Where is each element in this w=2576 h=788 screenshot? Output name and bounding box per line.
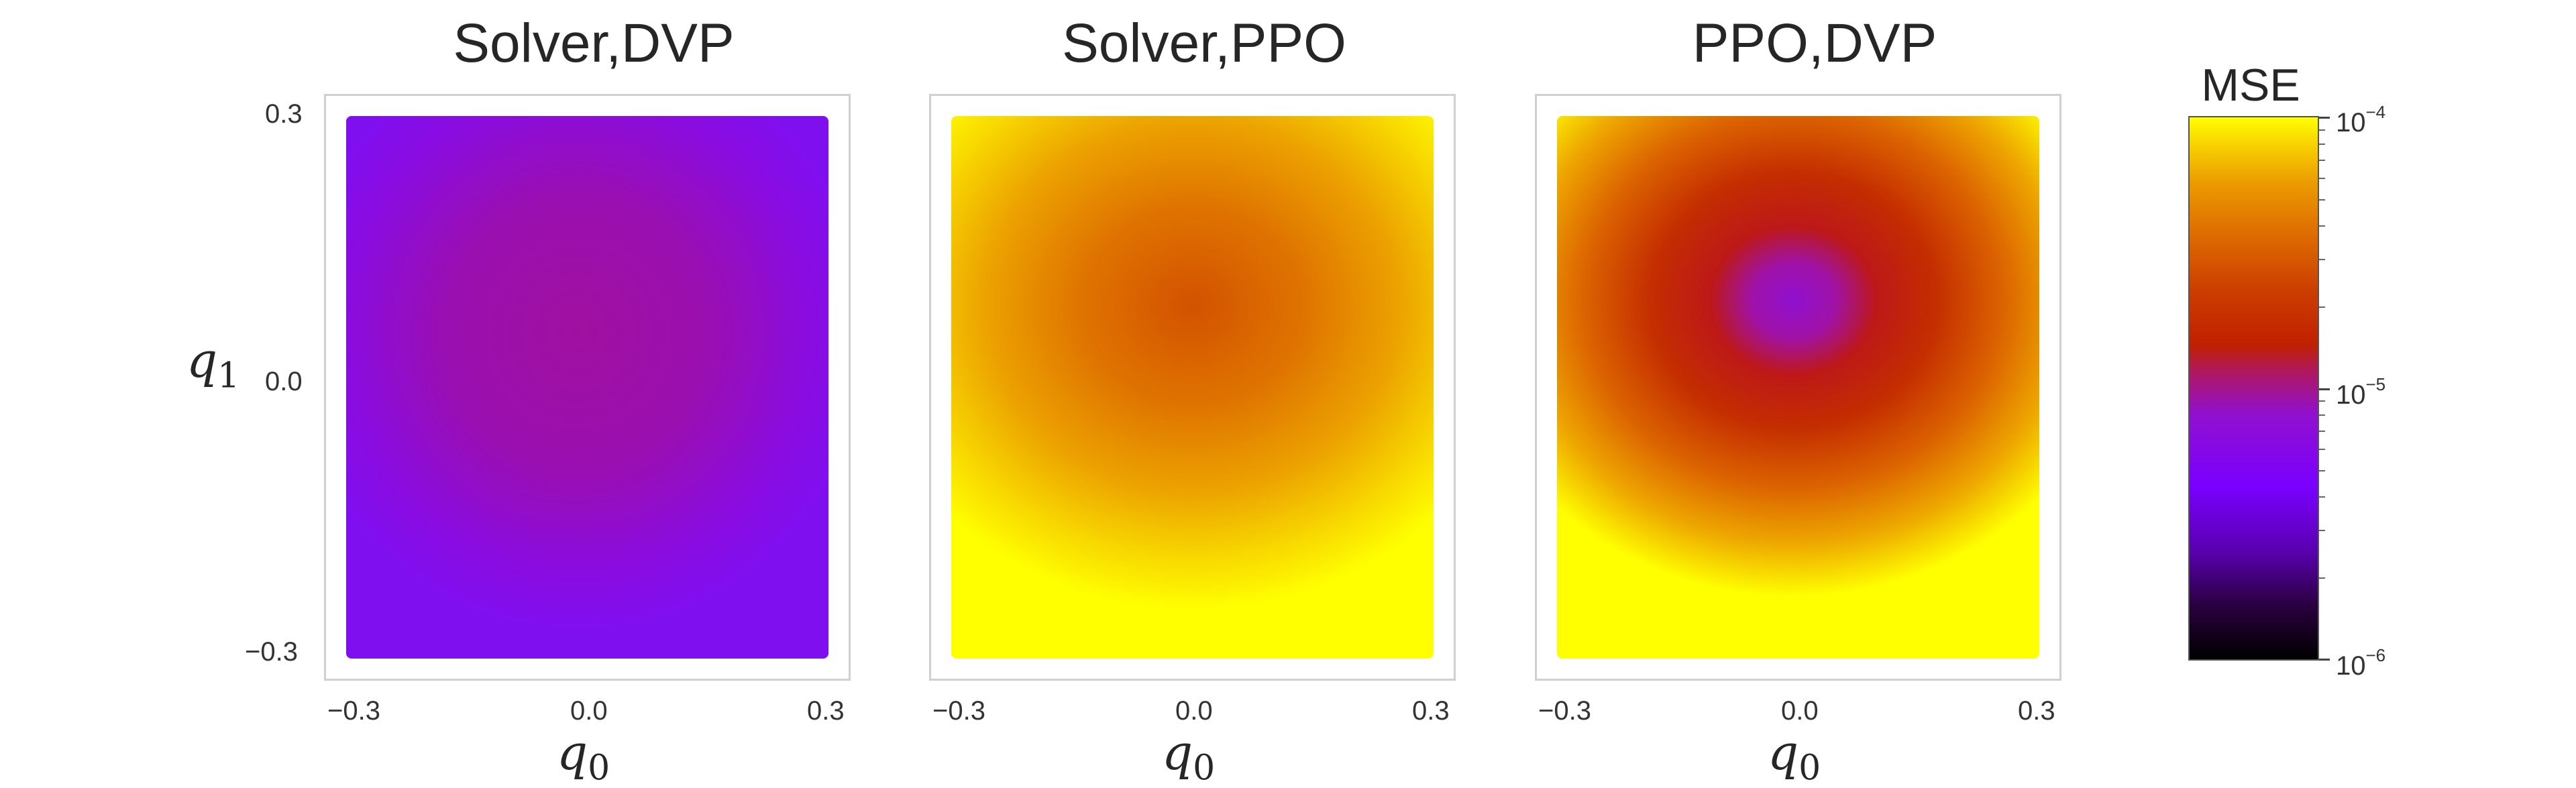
- colorbar-tick-label-bottom: 10−6: [2336, 645, 2386, 681]
- colorbar-minor-tick: [2319, 178, 2325, 179]
- colorbar-minor-tick: [2319, 129, 2325, 131]
- colorbar-minor-tick: [2319, 496, 2325, 498]
- y-axis-label: q1: [186, 332, 240, 396]
- y-tick-mid: 0.0: [265, 367, 303, 396]
- panel-3-mse-field: [1557, 116, 2039, 659]
- colorbar-minor-tick: [2319, 259, 2325, 260]
- colorbar-tick-label-mid: 10−5: [2336, 374, 2386, 410]
- panel-2-x-tick-left: −0.3: [932, 696, 985, 726]
- y-tick-bottom: −0.3: [245, 637, 298, 667]
- panel-1-x-axis-label: q0: [557, 724, 610, 788]
- colorbar-minor-tick: [2319, 431, 2325, 432]
- panel-2-plot: [929, 94, 1456, 681]
- panel-title-3: PPO,DVP: [1692, 13, 1937, 74]
- panel-3-x-tick-mid: 0.0: [1781, 696, 1819, 726]
- colorbar-minor-tick: [2319, 225, 2325, 227]
- panel-1-x-tick-mid: 0.0: [570, 696, 608, 726]
- panel-3-x-tick-left: −0.3: [1538, 696, 1591, 726]
- colorbar-minor-tick: [2319, 530, 2325, 531]
- panel-2-x-axis-label: q0: [1162, 724, 1216, 788]
- y-tick-top: 0.3: [265, 99, 303, 129]
- panel-title-1: Solver,DVP: [453, 13, 735, 74]
- colorbar-minor-tick: [2319, 577, 2325, 579]
- colorbar: [2188, 116, 2319, 661]
- colorbar-major-tick-top: [2319, 117, 2330, 119]
- panel-1-x-tick-left: −0.3: [327, 696, 380, 726]
- colorbar-major-tick-mid: [2319, 388, 2330, 390]
- panel-2-x-tick-mid: 0.0: [1175, 696, 1213, 726]
- colorbar-title: MSE: [2201, 60, 2300, 111]
- panel-3-x-axis-label: q0: [1768, 724, 1821, 788]
- colorbar-major-tick-bottom: [2319, 659, 2330, 661]
- panel-title-2: Solver,PPO: [1062, 13, 1346, 74]
- panel-3-x-tick-right: 0.3: [2018, 696, 2055, 726]
- panel-2-x-tick-right: 0.3: [1412, 696, 1450, 726]
- panel-1-plot: [324, 94, 851, 681]
- panel-1-mse-field: [346, 116, 828, 659]
- colorbar-minor-tick: [2319, 449, 2325, 450]
- colorbar-minor-tick: [2319, 414, 2325, 416]
- panel-3-plot: [1535, 94, 2061, 681]
- colorbar-tick-label-top: 10−4: [2336, 102, 2386, 137]
- colorbar-minor-tick: [2319, 144, 2325, 145]
- colorbar-minor-tick: [2319, 160, 2325, 161]
- colorbar-minor-tick: [2319, 470, 2325, 471]
- panel-1-x-tick-right: 0.3: [807, 696, 845, 726]
- panel-2-mse-field: [951, 116, 1434, 659]
- colorbar-minor-tick: [2319, 199, 2325, 201]
- colorbar-minor-tick: [2319, 400, 2325, 402]
- colorbar-minor-tick: [2319, 306, 2325, 308]
